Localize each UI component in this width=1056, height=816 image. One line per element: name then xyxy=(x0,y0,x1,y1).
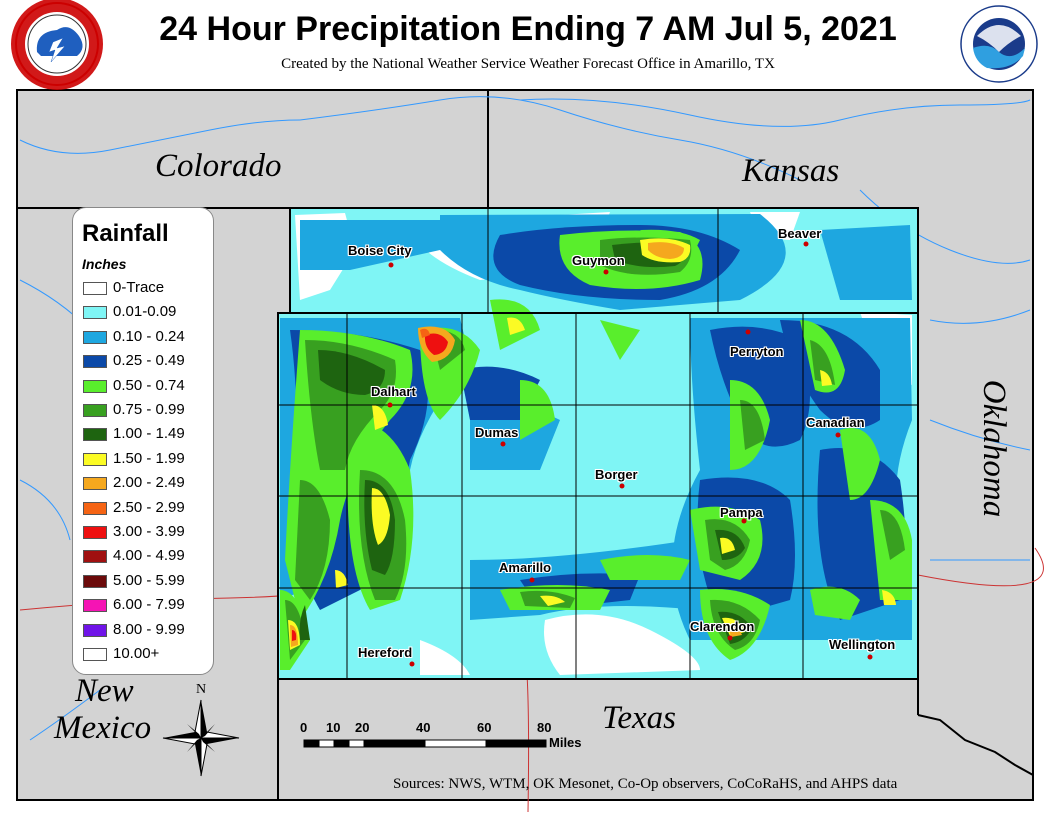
state-label-kansas: Kansas xyxy=(742,153,840,189)
city-label-amarillo: Amarillo xyxy=(499,560,552,575)
compass-rose xyxy=(162,699,240,777)
precipitation-field xyxy=(278,208,918,679)
city-label-perryton: Perryton xyxy=(730,344,784,359)
legend-units: Inches xyxy=(82,256,127,272)
state-label-new-mexico-line1: New xyxy=(75,673,134,709)
scale-tick-20: 20 xyxy=(355,720,370,735)
city-label-canadian: Canadian xyxy=(806,415,865,430)
legend-title: Rainfall xyxy=(82,220,169,247)
city-dots xyxy=(387,241,873,667)
legend-swatch xyxy=(83,526,107,539)
state-label-texas: Texas xyxy=(602,700,676,736)
city-label-dumas: Dumas xyxy=(475,425,519,440)
legend-label: 2.00 - 2.49 xyxy=(113,474,185,492)
legend: Rainfall Inches 0-Trace 0.01-0.09 0.10 - 0… xyxy=(72,207,214,675)
legend-swatch xyxy=(83,550,107,564)
scale-tick-80: 80 xyxy=(537,720,552,735)
legend-swatch xyxy=(83,404,107,417)
scale-bar xyxy=(303,739,547,748)
legend-label: 0.25 - 0.49 xyxy=(113,352,185,370)
legend-swatch xyxy=(83,379,107,393)
state-label-new-mexico-line2: Mexico xyxy=(54,710,152,746)
legend-label: 1.50 - 1.99 xyxy=(113,449,185,467)
legend-label: 0-Trace xyxy=(113,279,165,296)
city-label-borger: Borger xyxy=(595,467,638,482)
scale-tick-10: 10 xyxy=(326,720,341,735)
scale-tick-0: 0 xyxy=(300,720,308,735)
legend-swatch xyxy=(83,330,107,344)
city-label-pampa: Pampa xyxy=(720,505,763,520)
data-sources: Sources: NWS, WTM, OK Mesonet, Co-Op obs… xyxy=(393,776,898,792)
state-label-colorado: Colorado xyxy=(155,148,282,184)
legend-label: 4.00 - 4.99 xyxy=(113,547,185,565)
legend-swatch xyxy=(83,477,107,491)
map-subtitle: Created by the National Weather Service … xyxy=(281,56,775,72)
legend-swatch xyxy=(83,306,107,320)
city-label-beaver: Beaver xyxy=(778,226,822,241)
county-grid xyxy=(277,207,919,680)
legend-label: 3.00 - 3.99 xyxy=(113,523,185,540)
legend-label: 1.00 - 1.49 xyxy=(113,425,185,443)
legend-label: 8.00 - 9.99 xyxy=(113,620,185,638)
compass-north-label: N xyxy=(196,682,207,697)
legend-swatch xyxy=(83,599,107,613)
legend-swatch xyxy=(83,501,107,515)
legend-swatch xyxy=(83,282,107,295)
legend-swatch xyxy=(83,574,107,588)
legend-label: 0.75 - 0.99 xyxy=(113,401,185,418)
city-label-dalhart: Dalhart xyxy=(371,384,416,399)
state-label-oklahoma: Oklahoma xyxy=(976,379,1013,518)
scale-unit: Miles xyxy=(549,735,582,750)
legend-swatch xyxy=(83,648,107,661)
legend-label: 6.00 - 7.99 xyxy=(113,596,185,614)
noaa-logo xyxy=(960,5,1038,83)
legend-label: 5.00 - 5.99 xyxy=(113,571,185,589)
legend-label: 0.01-0.09 xyxy=(113,303,177,321)
scale-tick-40: 40 xyxy=(416,720,431,735)
legend-swatch xyxy=(83,355,107,369)
city-label-wellington: Wellington xyxy=(829,637,896,652)
scale-tick-60: 60 xyxy=(477,720,492,735)
legend-label: 10.00+ xyxy=(113,645,160,662)
legend-label: 0.10 - 0.24 xyxy=(113,327,185,345)
legend-label: 0.50 - 0.74 xyxy=(113,376,185,394)
nws-logo xyxy=(11,0,103,90)
city-label-hereford: Hereford xyxy=(358,645,413,660)
legend-label: 2.50 - 2.99 xyxy=(113,498,185,516)
city-label-clarendon: Clarendon xyxy=(690,619,755,634)
city-label-boise-city: Boise City xyxy=(348,243,412,258)
city-label-guymon: Guymon xyxy=(572,253,625,268)
legend-swatch xyxy=(83,428,107,442)
legend-swatch xyxy=(83,623,107,637)
legend-swatch xyxy=(83,452,107,466)
map-title: 24 Hour Precipitation Ending 7 AM Jul 5,… xyxy=(159,10,897,48)
